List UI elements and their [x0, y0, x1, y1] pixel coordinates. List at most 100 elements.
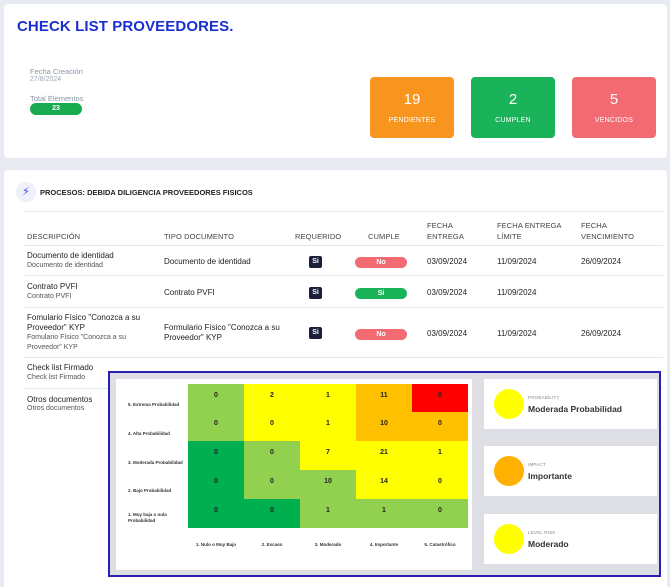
- matrix-cell: 0: [244, 441, 300, 470]
- col-header-requerido: REQUERIDO: [295, 232, 342, 241]
- table-row-subtitle-line1: Fomulario Físico "Conozca a su: [27, 334, 126, 341]
- table-row-limite: 11/09/2024: [497, 257, 537, 266]
- matrix-cell: 1: [300, 384, 356, 413]
- matrix-cell: 21: [356, 441, 412, 470]
- table-row-title: Check list Firmado: [27, 363, 94, 372]
- process-title: PROCESOS: DEBIDA DILIGENCIA PROVEEDORES …: [40, 188, 253, 197]
- matrix-cell: 0: [244, 470, 300, 499]
- table-row-subtitle: Otros documentos: [27, 405, 85, 412]
- col-header-tipo: TIPO DOCUMENTO: [164, 232, 235, 241]
- stat-pendientes-count: 19: [403, 91, 421, 108]
- total-elementos-label: Total Elementos: [30, 94, 84, 103]
- matrix-cell: 10: [356, 412, 412, 441]
- table-row-title: Otros documentos: [27, 395, 93, 404]
- col-header-fecha-vencimiento-line2: VENCIMIENTO: [581, 232, 635, 241]
- col-header-fecha-entrega: FECHA ENTREGA: [427, 220, 464, 242]
- matrix-col-label: 4. Importante: [369, 542, 399, 547]
- page-title: CHECK LIST PROVEEDORES.: [17, 18, 234, 35]
- table-row-limite: 11/09/2024: [497, 288, 537, 297]
- table-row-title: Contrato PVFI: [27, 282, 78, 291]
- probability-label: PROBABILITY: [528, 395, 560, 400]
- summary-card: CHECK LIST PROVEEDORES. Fecha Creación 2…: [4, 4, 667, 158]
- probability-value: Moderada Probabilidad: [528, 404, 622, 414]
- table-row-tipo-line2: Proveedor" KYP: [164, 333, 222, 342]
- col-header-fecha-limite-line2: LÍMITE: [497, 232, 522, 241]
- probability-indicator: [494, 389, 524, 419]
- level-risk-card: LEVEL RISK Moderado: [484, 514, 657, 564]
- stat-cumplen[interactable]: 2 CUMPLEN: [471, 77, 555, 138]
- cumple-badge[interactable]: No: [355, 257, 407, 268]
- impact-card: IMPACT Importante: [484, 446, 657, 496]
- table-row-tipo: Formulario Físico "Conozca a su Proveedo…: [164, 323, 280, 343]
- matrix-cell: 0: [412, 384, 468, 413]
- matrix-row-label: 5. Extrema Probabilidad: [128, 402, 180, 407]
- table-row-subtitle-line2: Proveedor" KYP: [27, 344, 78, 351]
- divider: [23, 245, 663, 246]
- table-row-title-line2: Proveedor" KYP: [27, 323, 85, 332]
- table-row-entrega: 03/09/2024: [427, 288, 468, 297]
- stat-pendientes-label: PENDIENTES: [388, 117, 436, 124]
- probability-card: PROBABILITY Moderada Probabilidad: [484, 379, 657, 429]
- table-row-title: Fomulario Físico "Conozca a su Proveedor…: [27, 313, 140, 333]
- table-row-subtitle: Documento de identidad: [27, 262, 103, 269]
- table-row-subtitle: Check list Firmado: [27, 374, 85, 381]
- stat-vencidos[interactable]: 5 VENCIDOS: [572, 77, 656, 138]
- impact-value: Importante: [528, 471, 572, 481]
- fecha-creacion-value: 27/8/2024: [30, 76, 62, 83]
- impact-label: IMPACT: [528, 462, 546, 467]
- divider: [23, 275, 663, 276]
- risk-matrix: 5. Extrema Probabilidad 4. Alta Probabil…: [116, 379, 472, 570]
- col-header-fecha-limite: FECHA ENTREGA LÍMITE: [497, 220, 562, 242]
- matrix-cell: 1: [300, 499, 356, 528]
- matrix-cell: 0: [244, 499, 300, 528]
- matrix-cell: 7: [300, 441, 356, 470]
- matrix-cell: 0: [244, 412, 300, 441]
- stat-vencidos-label: VENCIDOS: [594, 117, 634, 124]
- col-header-cumple: CUMPLE: [368, 232, 400, 241]
- matrix-row-label: 1. Muy baja o nula Probabilidad: [128, 512, 167, 524]
- matrix-cell: 0: [188, 499, 244, 528]
- matrix-cell: 0: [188, 470, 244, 499]
- total-elementos-badge: 23: [30, 103, 82, 115]
- lightning-icon: ⚡︎: [16, 182, 36, 202]
- level-risk-value: Moderado: [528, 539, 569, 549]
- fecha-creacion-label: Fecha Creación: [30, 67, 83, 76]
- stat-pendientes[interactable]: 19 PENDIENTES: [370, 77, 454, 138]
- requerido-badge: Si: [309, 327, 322, 339]
- stat-cumplen-count: 2: [508, 91, 518, 108]
- cumple-badge[interactable]: No: [355, 329, 407, 340]
- col-header-fecha-limite-line1: FECHA ENTREGA: [497, 221, 562, 230]
- requerido-badge: Si: [309, 256, 322, 268]
- col-header-fecha-vencimiento-line1: FECHA: [581, 221, 607, 230]
- requerido-badge: Si: [309, 287, 322, 299]
- matrix-cell: 14: [356, 470, 412, 499]
- matrix-cell: 0: [188, 384, 244, 413]
- table-row-tipo: Documento de identidad: [164, 257, 251, 266]
- table-row-tipo-line1: Formulario Físico "Conozca a su: [164, 323, 280, 332]
- divider: [23, 211, 663, 212]
- matrix-cell: 11: [356, 384, 412, 413]
- stat-cumplen-label: CUMPLEN: [495, 117, 531, 124]
- matrix-row-label: 3. Moderada Probabilidad: [128, 460, 183, 465]
- col-header-descripcion: DESCRIPCIÓN: [27, 232, 81, 241]
- matrix-cell: 0: [188, 441, 244, 470]
- table-row-title: Documento de identidad: [27, 251, 114, 260]
- table-row-vencimiento: 26/09/2024: [581, 257, 622, 266]
- stat-vencidos-count: 5: [609, 91, 619, 108]
- matrix-cell: 1: [300, 412, 356, 441]
- matrix-cell: 1: [412, 441, 468, 470]
- level-risk-indicator: [494, 524, 524, 554]
- table-row-limite: 11/09/2024: [497, 329, 537, 338]
- table-row-subtitle: Fomulario Físico "Conozca a su Proveedor…: [27, 333, 126, 353]
- matrix-row-label-line1: 1. Muy baja o nula: [128, 512, 167, 517]
- matrix-cell: 10: [300, 470, 356, 499]
- matrix-cell: 0: [412, 499, 468, 528]
- matrix-cell: 2: [244, 384, 300, 413]
- matrix-col-label: 3. Moderado: [314, 542, 342, 547]
- divider: [23, 307, 663, 308]
- matrix-cell: 0: [412, 412, 468, 441]
- risk-matrix-overlay: 5. Extrema Probabilidad 4. Alta Probabil…: [108, 371, 661, 577]
- col-header-fecha-entrega-line1: FECHA: [427, 221, 453, 230]
- cumple-badge[interactable]: Si: [355, 288, 407, 299]
- divider: [23, 357, 663, 358]
